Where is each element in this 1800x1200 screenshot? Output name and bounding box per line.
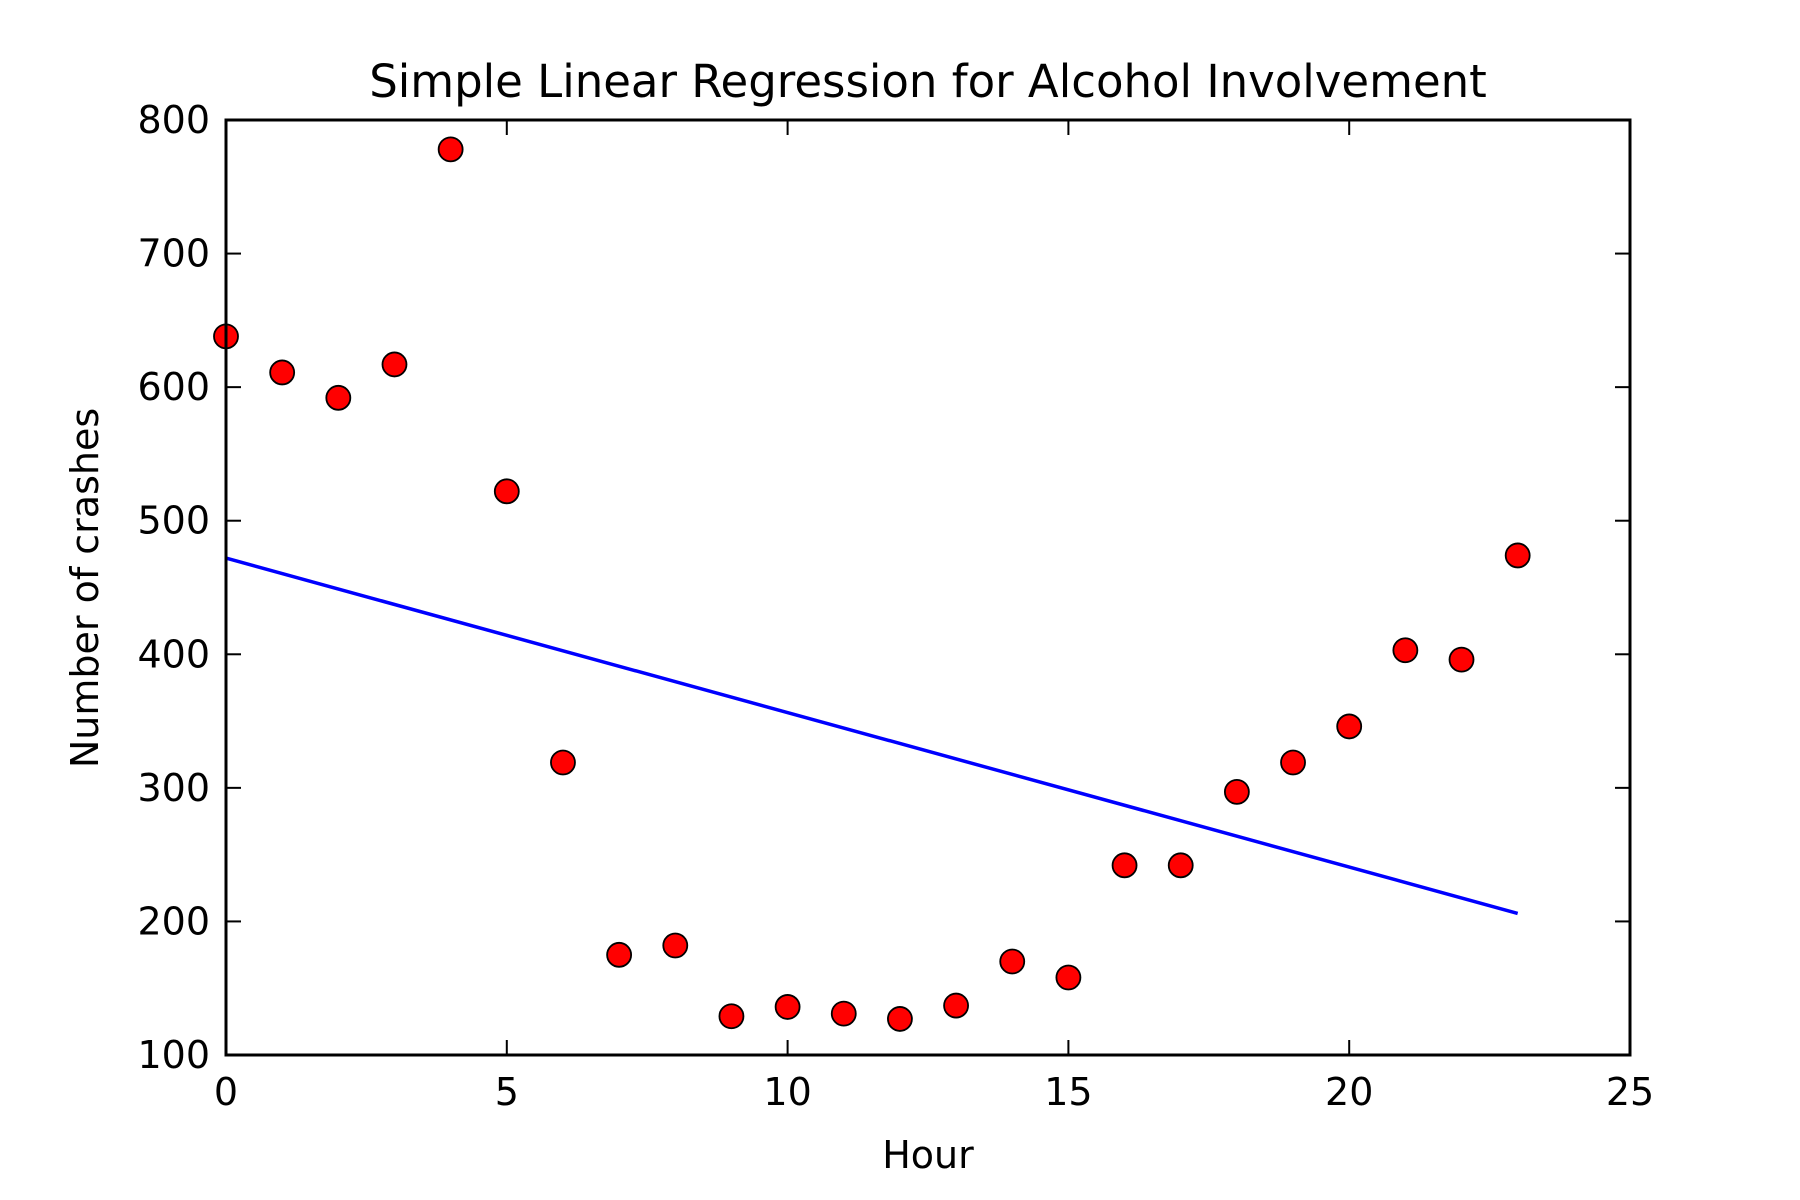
data-point [1448, 646, 1475, 673]
y-axis-label: Number of crashes [63, 408, 107, 768]
y-tick-label: 300 [137, 766, 210, 810]
data-point [774, 994, 801, 1020]
data-point [381, 351, 408, 378]
data-point [1223, 778, 1250, 805]
x-tick-label: 10 [763, 1070, 811, 1114]
y-tick-label: 500 [137, 499, 210, 543]
data-point [943, 992, 969, 1019]
plot-frame [224, 118, 1632, 1057]
y-tick-label: 800 [137, 98, 210, 142]
x-tick-label: 5 [495, 1070, 519, 1114]
data-point [662, 932, 689, 959]
y-tick-label: 600 [137, 365, 210, 409]
data-point [606, 941, 633, 968]
data-point [550, 749, 576, 776]
y-tick-label: 400 [137, 632, 210, 676]
data-point [1111, 852, 1138, 879]
data-point [887, 1006, 913, 1032]
data-point [437, 136, 464, 163]
x-tick-label: 20 [1325, 1070, 1373, 1114]
data-point [1167, 852, 1194, 879]
data-point [493, 478, 520, 505]
x-axis-label: Hour [882, 1133, 974, 1177]
y-tick-label: 100 [137, 1033, 210, 1077]
y-tick-label: 700 [137, 232, 210, 276]
data-point [718, 1003, 745, 1030]
y-tick-label: 200 [137, 899, 210, 943]
data-point [1336, 713, 1363, 740]
regression-line [225, 556, 1519, 916]
data-point [1392, 637, 1419, 664]
data-point [999, 948, 1026, 975]
data-point [830, 1000, 857, 1027]
x-tick-label: 25 [1606, 1070, 1654, 1114]
x-tick-label: 15 [1044, 1070, 1092, 1114]
chart-title: Simple Linear Regression for Alcohol Inv… [369, 55, 1487, 108]
plot-area [213, 136, 1531, 1032]
data-point [269, 359, 296, 386]
data-point [1280, 749, 1306, 776]
data-point [1504, 542, 1531, 569]
axis-ticks: 0 5 10 15 20 25 100 200 300 400 500 600 700 800 [137, 98, 1654, 1114]
data-point [325, 384, 352, 411]
data-point [1055, 964, 1082, 991]
x-tick-label: 0 [214, 1070, 238, 1114]
